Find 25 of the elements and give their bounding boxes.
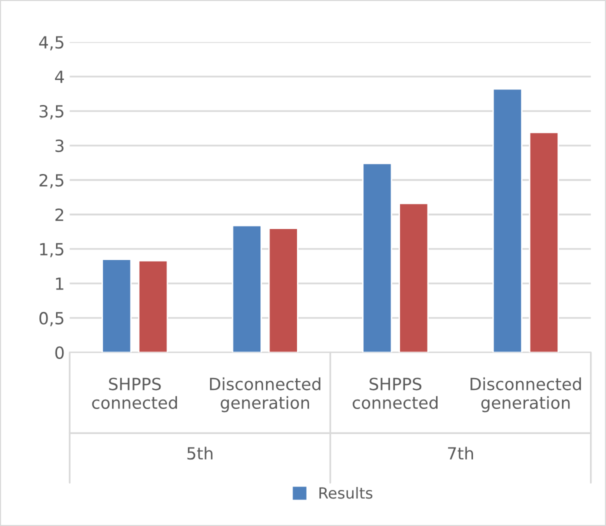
x-tick-label: SHPPS connected [92, 378, 177, 409]
bar [138, 260, 168, 352]
bar [102, 258, 132, 352]
text: 7th [448, 446, 473, 460]
bar [232, 224, 262, 352]
bar [492, 88, 522, 352]
legend-label: Results [319, 486, 372, 499]
y-tick-label: 4,5 [39, 36, 64, 50]
x-tick-label: Disconnected generation [210, 377, 320, 412]
bar [398, 202, 429, 352]
y-tick-label: 0,5 [39, 312, 64, 326]
bar [268, 228, 298, 352]
y-tick-label: 0 [55, 346, 64, 359]
x-tick-label: SHPPS connected [352, 378, 438, 409]
y-tick-label: 3,5 [40, 105, 64, 120]
y-tick-label: 2,5 [40, 174, 64, 188]
bar [528, 132, 559, 352]
y-tick-label: 2 [55, 208, 64, 221]
y-tick-label: 1 [56, 278, 64, 290]
y-tick-label: 3 [55, 139, 64, 152]
y-tick-label: 4 [55, 70, 64, 83]
y-tick-label: 1,5 [40, 243, 64, 258]
text: 5th [187, 446, 212, 460]
x-tick-label: Disconnected generation [470, 377, 581, 412]
bar [362, 162, 392, 352]
